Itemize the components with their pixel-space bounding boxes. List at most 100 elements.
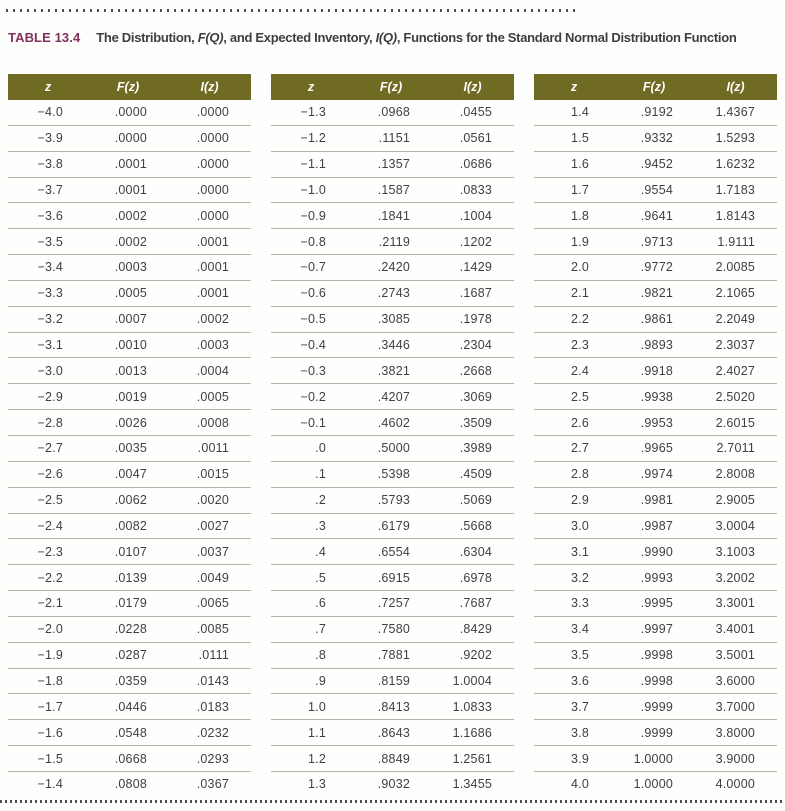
- table-cell: −0.6: [271, 280, 351, 307]
- table-row: −2.2.0139.0049: [8, 564, 251, 592]
- title-segment-fq: F(Q): [197, 30, 224, 45]
- table-cell: 3.8: [534, 719, 614, 747]
- table-row: 3.3.9995 3.3001: [534, 590, 777, 617]
- table-cell: 3.4001: [694, 616, 777, 643]
- title-segment: The Distribution,: [96, 30, 198, 45]
- table-cell: .0001: [168, 228, 251, 256]
- table-row: −2.8.0026.0008: [8, 409, 251, 436]
- table-cell: .4602: [351, 409, 431, 436]
- table-cell: .1587: [351, 177, 431, 204]
- table-cell: .9998: [614, 642, 694, 669]
- table-cell: 2.7011: [694, 435, 777, 462]
- table-cell: .3069: [431, 383, 514, 411]
- table-cell: 4.0000: [715, 777, 755, 792]
- table-row: 3.8.9999 3.8000: [534, 719, 777, 747]
- table-cell: −3.9: [8, 125, 88, 152]
- table-row: 2.1.9821 2.1065: [534, 280, 777, 307]
- table-row: 1.9.9713 1.9111: [534, 228, 777, 256]
- column-header-z: z: [534, 74, 614, 100]
- table-cell: .7: [271, 616, 351, 643]
- table-cell: 3.9: [534, 745, 614, 772]
- table-cell: .5398: [351, 461, 431, 488]
- table-row: −0.6.2743.1687: [271, 280, 514, 307]
- table-cell: .0005: [88, 280, 168, 307]
- normal-table-middle: z F(z) I(z) −1.3.0968.0455 −1.2.1151.0561…: [271, 74, 514, 797]
- table-row: −4.0.0000.0000: [8, 100, 251, 126]
- table-cell: .0011: [168, 435, 251, 462]
- table-cell: .3821: [351, 357, 431, 385]
- table-cell: .0139: [88, 564, 168, 592]
- table-cell: .5000: [351, 435, 431, 462]
- table-row: −2.1.0179.0065: [8, 590, 251, 617]
- table-cell: .9999: [614, 693, 694, 721]
- table-cell: 3.5001: [694, 642, 777, 669]
- table-cell: −0.7: [271, 254, 351, 281]
- table-cell: .0065: [168, 590, 251, 617]
- header-row: z F(z) I(z): [8, 74, 251, 100]
- table-cell: .9861: [614, 306, 694, 333]
- table-cell: .1841: [351, 202, 431, 230]
- table-cell: 2.2049: [694, 306, 777, 333]
- table-row: −1.7.0446.0183: [8, 693, 251, 721]
- table-cell: 2.8008: [694, 461, 777, 488]
- table-row: 1.1.8643 1.1686: [271, 719, 514, 747]
- table-row: 2.7.9965 2.7011: [534, 435, 777, 462]
- table-cell: −2.4: [8, 513, 88, 540]
- table-row: 3.7.9999 3.7000: [534, 693, 777, 721]
- table-cell: .0367: [196, 777, 229, 792]
- table-cell: .0: [271, 435, 351, 462]
- table-row: .8.7881.9202: [271, 642, 514, 669]
- table-row: −3.0.0013.0004: [8, 357, 251, 385]
- table-cell: −1.6: [8, 719, 88, 747]
- table-cell: 2.9: [534, 487, 614, 514]
- table-cell: 3.9000: [694, 745, 777, 772]
- dotted-divider-top: [6, 9, 578, 12]
- table-cell: 3.1003: [694, 538, 777, 566]
- table-cell: .6978: [431, 564, 514, 592]
- table-row: .5.6915.6978: [271, 564, 514, 592]
- table-cell: .0000: [88, 125, 168, 152]
- table-cell: .1978: [431, 306, 514, 333]
- table-cell: 1.6: [534, 151, 614, 178]
- table-cell: −2.1: [8, 590, 88, 617]
- table-cell: .0001: [88, 177, 168, 204]
- table-cell: .5069: [431, 487, 514, 514]
- table-row: 1.2.8849 1.2561: [271, 745, 514, 772]
- table-cell: 1.6232: [694, 151, 777, 178]
- table-cell: .6179: [351, 513, 431, 540]
- table-cell: 2.3: [534, 332, 614, 359]
- table-cell: .0808: [114, 777, 147, 792]
- table-cell: 2.5020: [694, 383, 777, 411]
- table-row: 1.5.9332 1.5293: [534, 125, 777, 152]
- table-cell: .0007: [88, 306, 168, 333]
- table-cell: .5793: [351, 487, 431, 514]
- table-cell: .0143: [168, 668, 251, 695]
- table-cell: .0082: [88, 513, 168, 540]
- table-row: 3.2.9993 3.2002: [534, 564, 777, 592]
- table-row: −3.3.0005.0001: [8, 280, 251, 307]
- table-row: −2.3.0107.0037: [8, 538, 251, 566]
- table-cell: .0000: [168, 177, 251, 204]
- table-cell: −2.6: [8, 461, 88, 488]
- table-cell: 1.4: [534, 100, 614, 126]
- table-cell: −1.3: [271, 100, 351, 126]
- table-cell: .0015: [168, 461, 251, 488]
- table-row: .6.7257.7687: [271, 590, 514, 617]
- table-cell: .0010: [88, 332, 168, 359]
- table-row: 1.0.8413 1.0833: [271, 693, 514, 721]
- table-cell: −2.9: [8, 383, 88, 411]
- table-cell: .2668: [431, 357, 514, 385]
- table-cell: .0000: [168, 125, 251, 152]
- table-cell: 1.2: [271, 745, 351, 772]
- table-row: −0.5.3085.1978: [271, 306, 514, 333]
- normal-table-left: z F(z) I(z) −4.0.0000.0000 −3.9.0000.0000…: [8, 74, 251, 797]
- table-cell: .8159: [351, 668, 431, 695]
- table-row: .2.5793.5069: [271, 487, 514, 514]
- table-cell: 2.3037: [694, 332, 777, 359]
- table-cell: .0359: [88, 668, 168, 695]
- table-cell: 3.4: [534, 616, 614, 643]
- table-cell: .0019: [88, 383, 168, 411]
- table-cell: 3.7: [534, 693, 614, 721]
- table-cell: .0000: [168, 100, 251, 126]
- table-row: −3.8.0001.0000: [8, 151, 251, 178]
